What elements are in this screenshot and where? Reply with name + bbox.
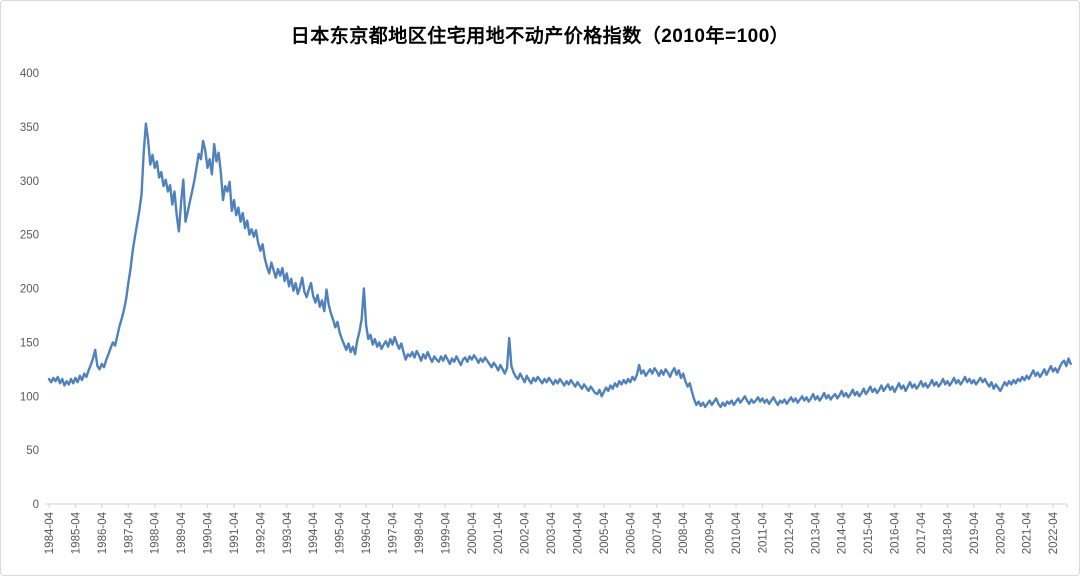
x-tick-label: 2001-04 [493, 511, 505, 554]
x-tick-label: 1990-04 [203, 511, 215, 554]
x-tick-label: 1994-04 [308, 511, 320, 554]
x-tick-label: 1993-04 [282, 511, 294, 554]
x-tick-label: 2020-04 [995, 511, 1007, 554]
y-tick-label: 350 [20, 122, 39, 134]
x-tick-label: 1989-04 [176, 511, 188, 554]
x-tick-label: 2009-04 [705, 511, 717, 554]
chart-title: 日本东京都地区住宅用地不动产价格指数（2010年=100） [290, 26, 790, 47]
x-tick-label: 2006-04 [625, 511, 637, 554]
x-tick-label: 2018-04 [942, 511, 954, 554]
x-tick-label: 2000-04 [467, 511, 479, 554]
y-tick-label: 0 [33, 499, 39, 511]
x-tick-label: 1997-04 [388, 511, 400, 554]
x-tick-label: 2016-04 [890, 511, 902, 554]
y-tick-label: 150 [20, 337, 39, 349]
x-tick-label: 2003-04 [546, 511, 558, 554]
x-tick-label: 2022-04 [1048, 511, 1060, 554]
x-tick-label: 2021-04 [1022, 511, 1034, 554]
x-tick-label: 2007-04 [652, 511, 664, 554]
x-tick-label: 1987-04 [123, 511, 135, 554]
x-tick-label: 2004-04 [572, 511, 584, 554]
y-tick-label: 100 [20, 391, 39, 403]
x-tick-label: 2014-04 [837, 511, 849, 554]
x-tick-label: 2012-04 [784, 511, 796, 554]
x-tick-label: 1986-04 [97, 511, 109, 554]
x-tick-label: 1985-04 [70, 511, 82, 554]
x-tick-label: 2002-04 [520, 511, 532, 554]
y-tick-label: 200 [20, 284, 39, 296]
x-tick-label: 2005-04 [599, 511, 611, 554]
x-tick-label: 1998-04 [414, 511, 426, 554]
x-tick-label: 1992-04 [255, 511, 267, 554]
y-tick-label: 50 [26, 445, 39, 457]
x-tick-label: 2013-04 [810, 511, 822, 554]
y-tick-label: 400 [20, 68, 39, 80]
x-tick-label: 1996-04 [361, 511, 373, 554]
y-tick-label: 250 [20, 230, 39, 242]
x-tick-label: 1991-04 [229, 511, 241, 554]
x-tick-label: 1984-04 [44, 511, 56, 554]
x-tick-label: 2010-04 [731, 511, 743, 554]
x-tick-label: 1988-04 [150, 511, 162, 554]
x-tick-label: 2011-04 [757, 511, 769, 553]
x-tick-label: 2015-04 [863, 511, 875, 554]
x-tick-label: 2017-04 [916, 511, 928, 554]
price-index-line [47, 122, 1072, 409]
x-tick-label: 2019-04 [969, 511, 981, 554]
x-tick-label: 1999-04 [440, 511, 452, 554]
y-tick-label: 300 [20, 176, 39, 188]
x-tick-label: 2008-04 [678, 511, 690, 554]
x-tick-label: 1995-04 [335, 511, 347, 554]
